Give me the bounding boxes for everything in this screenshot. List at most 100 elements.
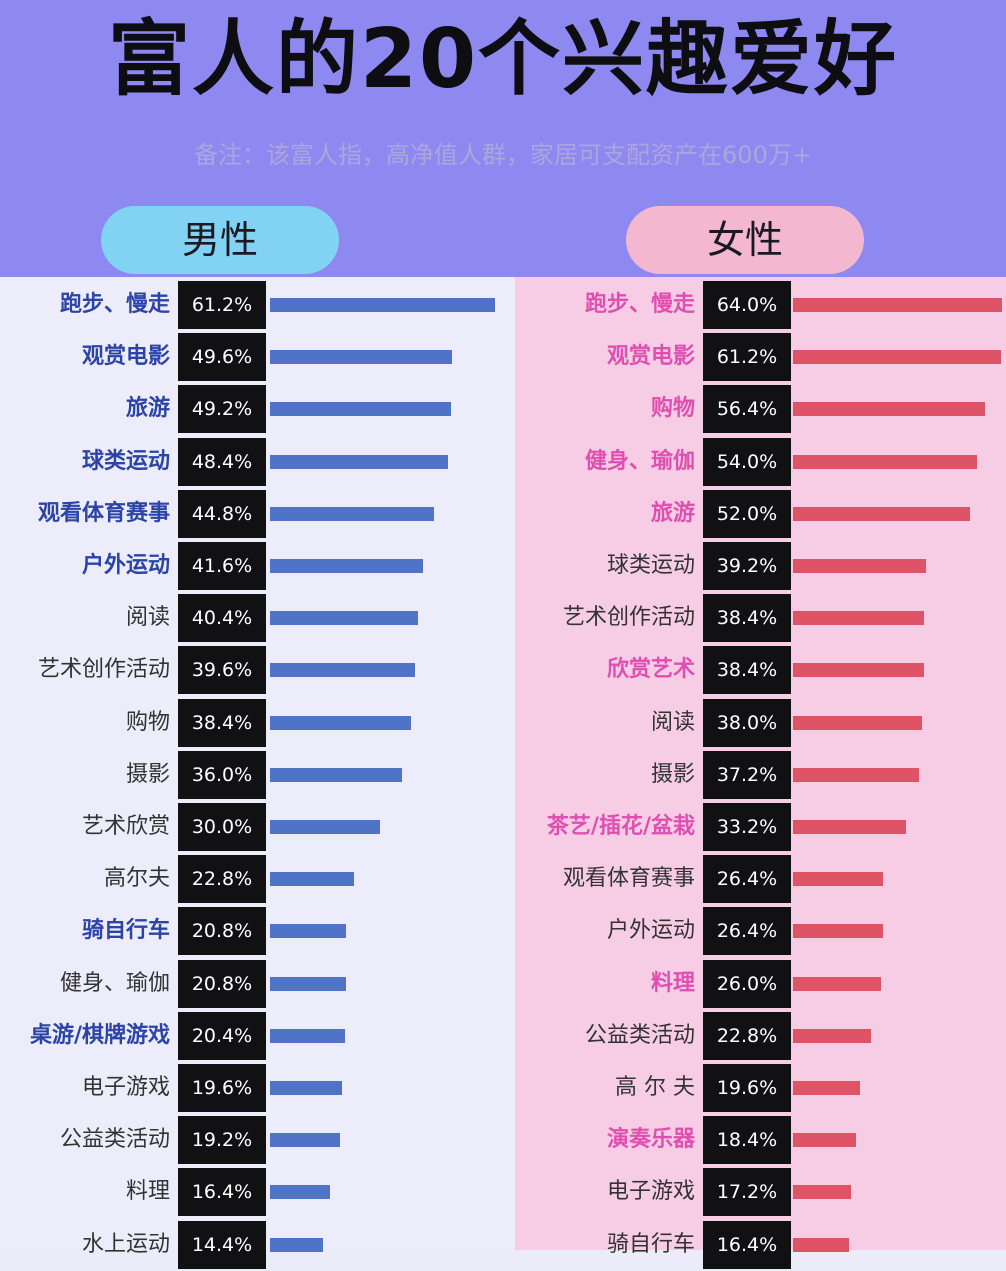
male-row: 艺术创作活动 39.6% (0, 644, 515, 696)
female-value-label: 52.0% (703, 489, 791, 538)
female-category-label: 料理 (650, 970, 695, 996)
male-category-label: 料理 (125, 1179, 170, 1205)
female-row: 演奏乐器 18.4% (515, 1114, 1006, 1166)
female-value-label: 18.4% (703, 1116, 791, 1165)
female-row: 观看体育赛事 26.4% (515, 853, 1006, 905)
male-bar (270, 402, 451, 417)
female-category-label: 电子游戏 (606, 1179, 695, 1205)
female-value-label: 17.2% (703, 1168, 791, 1217)
male-category-label: 健身、瑜伽 (59, 970, 170, 996)
female-row: 观赏电影 61.2% (515, 331, 1006, 383)
male-row: 购物 38.4% (0, 697, 515, 749)
male-bar (270, 1237, 323, 1252)
male-bar (270, 298, 495, 312)
male-bar (270, 820, 381, 834)
female-bar (793, 924, 883, 939)
male-value-label: 39.6% (178, 646, 266, 695)
female-bar (793, 976, 882, 991)
male-category-label: 艺术欣赏 (81, 814, 170, 839)
female-bar (793, 350, 1002, 365)
male-row: 水上运动 14.4% (0, 1219, 515, 1271)
female-category-label: 健身、瑜伽 (584, 448, 695, 474)
female-category-label: 高 尔 夫 (615, 1075, 695, 1100)
female-bar (793, 1185, 852, 1200)
male-section-header: 男性 (101, 206, 339, 274)
female-bar (793, 1133, 856, 1148)
female-bar (793, 1237, 849, 1252)
male-category-label: 跑步、慢走 (59, 292, 170, 317)
male-bar (270, 506, 435, 521)
female-bar (793, 402, 985, 417)
male-category-label: 观看体育赛事 (37, 500, 170, 526)
male-category-label: 公益类活动 (59, 1127, 170, 1153)
female-section-header: 女性 (626, 206, 864, 274)
male-row: 摄影 36.0% (0, 749, 515, 801)
male-bar (270, 454, 448, 469)
male-row: 观看体育赛事 44.8% (0, 488, 515, 540)
female-category-label: 演奏乐器 (606, 1127, 695, 1153)
female-bar (793, 872, 883, 887)
male-value-label: 36.0% (178, 750, 266, 799)
page-title: 富人的20个兴趣爱好 (107, 12, 899, 107)
male-value-label: 44.8% (178, 489, 266, 538)
male-bar (270, 350, 453, 365)
male-category-label: 户外运动 (81, 553, 170, 578)
male-category-label: 水上运动 (81, 1231, 170, 1257)
female-bar (793, 1081, 860, 1095)
female-row: 茶艺/插花/盆栽 33.2% (515, 801, 1006, 853)
female-bar (793, 715, 923, 730)
female-row: 公益类活动 22.8% (515, 1010, 1006, 1062)
male-value-label: 19.6% (178, 1064, 266, 1112)
male-value-label: 14.4% (178, 1220, 266, 1269)
male-category-label: 高尔夫 (103, 866, 170, 892)
male-row: 高尔夫 22.8% (0, 853, 515, 905)
male-row: 电子游戏 19.6% (0, 1062, 515, 1114)
female-row: 跑步、慢走 64.0% (515, 279, 1006, 331)
male-value-label: 19.2% (178, 1116, 266, 1165)
male-value-label: 30.0% (178, 803, 266, 851)
female-row: 健身、瑜伽 54.0% (515, 436, 1006, 488)
female-value-label: 54.0% (703, 437, 791, 486)
female-row: 旅游 52.0% (515, 488, 1006, 540)
page-subtitle: 备注：该富人指，高净值人群，家居可支配资产在600万+ (194, 141, 812, 169)
male-bar (270, 1133, 341, 1148)
male-category-label: 摄影 (125, 761, 170, 787)
female-value-label: 38.4% (703, 646, 791, 695)
female-bar (793, 767, 920, 782)
female-row: 购物 56.4% (515, 383, 1006, 435)
male-bar (270, 872, 354, 887)
male-bar (270, 1028, 345, 1043)
female-row: 电子游戏 17.2% (515, 1166, 1006, 1218)
female-category-label: 骑自行车 (606, 1231, 695, 1257)
header-banner: 富人的20个兴趣爱好 备注：该富人指，高净值人群，家居可支配资产在600万+ 男… (0, 0, 1006, 277)
male-category-label: 购物 (125, 709, 170, 735)
female-row: 欣赏艺术 38.4% (515, 644, 1006, 696)
male-category-label: 阅读 (125, 605, 170, 631)
male-value-label: 49.2% (178, 385, 266, 434)
female-chart-panel: 跑步、慢走 64.0% 观赏电影 61.2% 购物 56.4% 健身、瑜伽 54.0% 旅游 52… (515, 277, 1006, 1269)
male-row: 球类运动 48.4% (0, 436, 515, 488)
female-row: 高 尔 夫 19.6% (515, 1062, 1006, 1114)
female-row: 摄影 37.2% (515, 749, 1006, 801)
male-bar (270, 924, 347, 939)
female-value-label: 26.4% (703, 855, 791, 904)
female-category-label: 跑步、慢走 (584, 292, 695, 317)
female-value-label: 38.0% (703, 698, 791, 747)
female-category-label: 球类运动 (606, 553, 695, 578)
female-bar (793, 298, 1002, 312)
male-value-label: 61.2% (178, 281, 266, 329)
male-value-label: 40.4% (178, 594, 266, 643)
male-value-label: 49.6% (178, 333, 266, 382)
male-bar (270, 1185, 331, 1200)
male-value-label: 22.8% (178, 855, 266, 904)
male-category-label: 观赏电影 (81, 344, 170, 370)
male-row: 骑自行车 20.8% (0, 905, 515, 957)
male-value-label: 38.4% (178, 698, 266, 747)
male-row: 料理 16.4% (0, 1166, 515, 1218)
male-category-label: 球类运动 (81, 448, 170, 474)
female-value-label: 61.2% (703, 333, 791, 382)
male-value-label: 16.4% (178, 1168, 266, 1217)
female-row: 骑自行车 16.4% (515, 1219, 1006, 1271)
male-category-label: 桌游/棋牌游戏 (29, 1022, 170, 1048)
female-row: 阅读 38.0% (515, 697, 1006, 749)
